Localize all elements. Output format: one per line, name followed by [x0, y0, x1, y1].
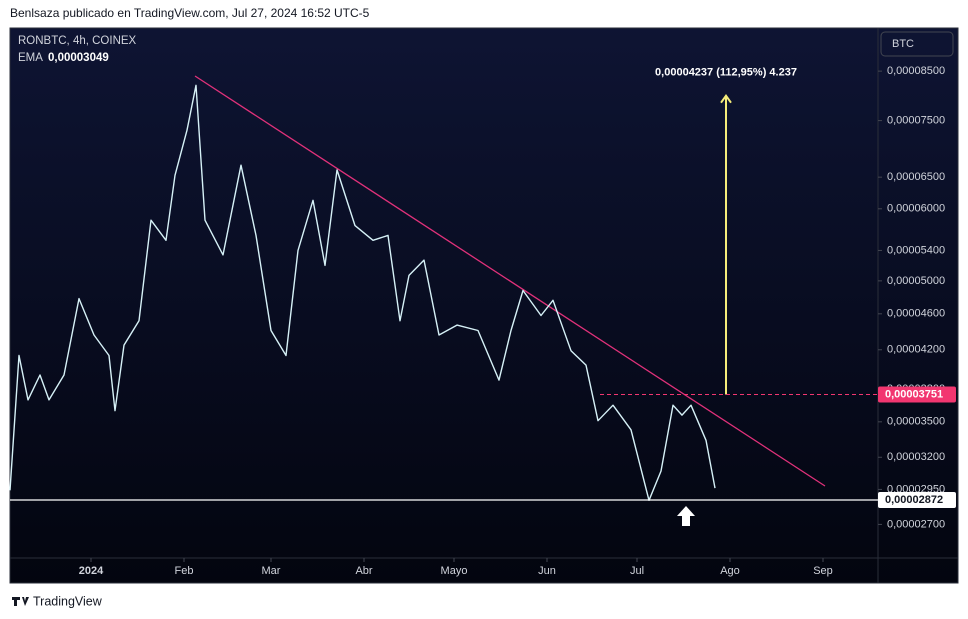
y-tick-label: 0,00003500	[887, 416, 945, 428]
currency-label[interactable]: BTC	[892, 38, 914, 50]
y-tick-label: 0,00006500	[887, 171, 945, 183]
price-line	[9, 84, 716, 501]
y-tick-label: 0,00003200	[887, 451, 945, 463]
y-tick-label: 0,00007500	[887, 115, 945, 127]
footer-brand: TradingView	[33, 594, 103, 608]
y-tick-label: 0,00008500	[887, 65, 945, 77]
measure-label: 0,00004237 (112,95%) 4.237	[655, 67, 797, 79]
byline: Benlsaza publicado en TradingView.com, J…	[10, 6, 370, 20]
price-label-box	[878, 386, 956, 403]
x-tick-label: Ago	[720, 565, 740, 577]
x-tick-label: Sep	[813, 565, 833, 577]
trend-line	[194, 75, 826, 487]
x-tick-label: Mayo	[441, 565, 468, 577]
x-tick-label: 2024	[79, 565, 104, 577]
price-label: 0,00002872	[885, 494, 943, 506]
y-tick-label: 0,00002700	[887, 518, 945, 530]
indicator-name: EMA	[18, 52, 43, 64]
y-tick-label: 0,00005000	[887, 275, 945, 287]
indicator-value: 0,00003049	[48, 52, 109, 64]
x-tick-label: Mar	[262, 565, 281, 577]
y-tick-label: 0,00005400	[887, 244, 945, 256]
price-label: 0,00003751	[885, 388, 943, 400]
x-tick-label: Feb	[175, 565, 194, 577]
y-tick-label: 0,00004600	[887, 308, 945, 320]
tv-logo	[12, 597, 29, 606]
currency-button[interactable]	[880, 31, 954, 57]
symbol: RONBTC, 4h, COINEX	[18, 35, 137, 47]
x-tick-label: Abr	[355, 565, 372, 577]
up-arrow	[677, 506, 695, 526]
y-tick-label: 0,00004200	[887, 344, 945, 356]
x-tick-label: Jun	[538, 565, 556, 577]
y-tick-label: 0,00006000	[887, 203, 945, 215]
chart-frame	[9, 27, 959, 584]
x-tick-label: Jul	[630, 565, 644, 577]
measure-arrow-head	[720, 93, 732, 104]
price-label-box	[878, 491, 956, 508]
